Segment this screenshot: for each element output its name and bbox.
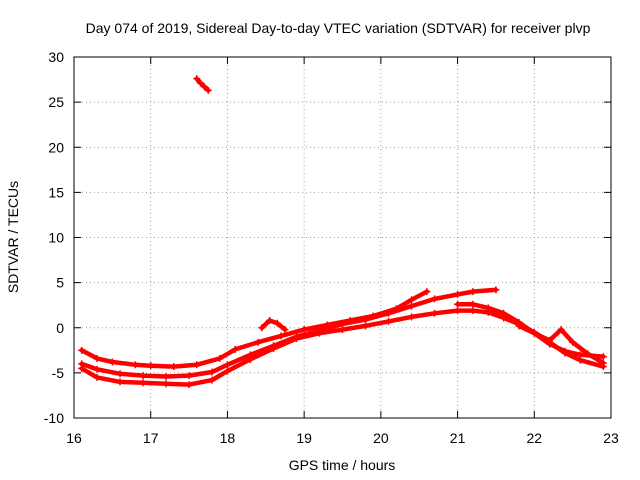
data-point [339,326,346,334]
data-point [193,75,201,83]
data-point [423,288,431,296]
data-point [281,326,289,334]
data-point [385,317,393,325]
data-point [273,319,281,327]
data-point [561,347,569,355]
data-point [208,376,216,384]
data-point [515,322,523,330]
y-tick-label: 30 [48,49,64,65]
y-tick-label: 25 [48,94,64,110]
series-group [78,75,607,389]
x-axis-label: GPS time / hours [289,457,396,473]
data-point [139,379,147,387]
data-point [454,307,462,315]
data-point [500,309,508,317]
data-point [362,322,370,330]
x-tick-label: 18 [220,430,236,446]
data-point [266,317,274,325]
data-point [546,336,554,344]
data-point [93,354,101,362]
series-track-small-blip [259,318,288,332]
x-tick-label: 16 [66,430,82,446]
data-point [569,338,577,346]
data-point [193,361,201,369]
data-point [454,290,462,298]
data-point [469,300,477,308]
data-point [139,372,147,380]
x-tick-label: 21 [450,430,466,446]
data-point [223,367,231,375]
y-tick-label: -5 [52,365,65,381]
data-point [231,345,239,353]
data-point [131,361,139,369]
ticks [73,56,612,419]
data-point [408,302,416,310]
y-tick-label: 15 [48,184,64,200]
y-tick-label: -10 [44,410,64,426]
data-point [258,324,266,332]
data-point [246,355,254,363]
data-point [484,304,492,312]
data-point [576,351,584,359]
data-point [408,296,416,304]
data-point [78,364,86,372]
data-point [362,316,370,324]
data-point [292,335,300,343]
data-point [93,373,101,381]
data-point [269,345,277,353]
data-point [200,83,208,91]
data-point [492,286,500,294]
data-point [223,361,231,369]
data-point [254,338,262,346]
x-tick-labels: 16 17 18 19 20 21 22 23 [66,430,619,446]
data-point [277,332,285,340]
y-axis-label: SDTVAR / TECUs [5,181,21,293]
data-point [216,354,224,362]
x-tick-label: 19 [296,430,312,446]
data-point [584,350,592,358]
data-point [530,329,538,337]
data-point [162,372,170,380]
data-point [300,326,308,334]
data-point [469,288,477,296]
data-point [197,79,205,87]
series-track-isolated-high [194,76,211,93]
x-tick-label: 17 [143,430,159,446]
data-point [408,313,416,321]
data-point [93,365,101,373]
y-tick-label: 0 [56,320,64,336]
data-point [385,309,393,317]
data-point [431,309,439,317]
data-point [599,353,607,361]
data-point [431,295,439,303]
x-tick-label: 22 [526,430,542,446]
y-tick-labels: -10 -5 0 5 10 15 20 25 30 [44,49,64,426]
x-tick-label: 23 [603,430,619,446]
data-point [469,307,477,315]
data-point [170,363,178,371]
data-point [454,300,462,308]
data-point [162,380,170,388]
data-point [185,381,193,389]
data-point [208,368,216,376]
data-point [315,329,323,337]
y-tick-label: 5 [56,275,64,291]
data-point [108,358,116,366]
data-point [185,372,193,380]
data-point [78,346,86,354]
x-tick-label: 20 [373,430,389,446]
data-point [599,359,607,367]
data-point [147,362,155,370]
data-point [116,370,124,378]
data-point [116,378,124,386]
data-point [557,326,565,334]
chart-title: Day 074 of 2019, Sidereal Day-to-day VTE… [86,20,591,36]
data-point [204,86,212,94]
y-tick-label: 20 [48,139,64,155]
y-tick-label: 10 [48,230,64,246]
